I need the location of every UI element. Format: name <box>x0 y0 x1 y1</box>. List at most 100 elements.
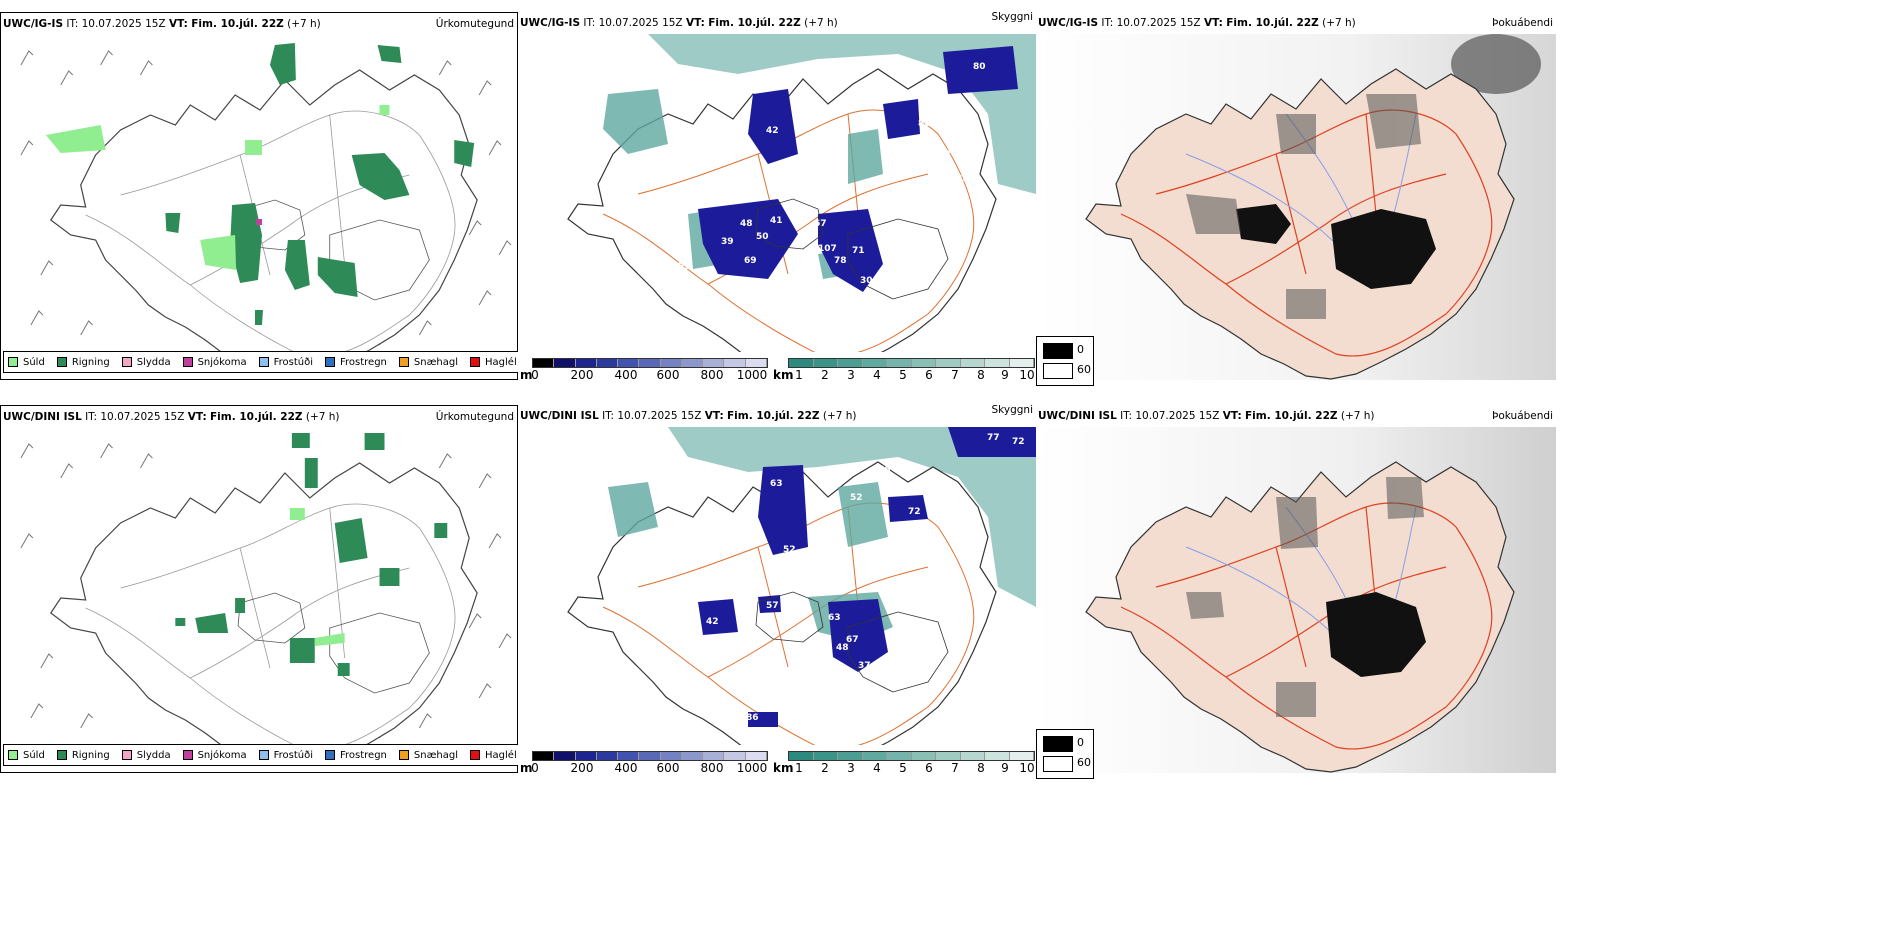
ceiling-label: 77 <box>987 433 1000 443</box>
ceiling-label: 15 <box>940 158 953 168</box>
it-value: 10.07.2025 15Z <box>1116 17 1201 29</box>
ceiling-tick: 200 <box>570 761 594 775</box>
vis-tick: 8 <box>977 368 985 382</box>
ceiling-label: 37 <box>858 661 871 671</box>
vis-tick: 8 <box>977 761 985 775</box>
ceiling-label: 52 <box>783 545 796 555</box>
legend-label: Haglél <box>485 356 517 368</box>
colorbar-segment <box>789 359 814 367</box>
legend-swatch <box>121 357 132 367</box>
vis-tick: 3 <box>847 761 855 775</box>
ceiling-label: 107 <box>818 244 837 254</box>
ceiling-areas <box>698 427 1036 727</box>
vt-value: Fim. 10.júl. 22Z <box>1226 17 1319 29</box>
vt-label: VT: <box>685 17 705 29</box>
vt-value: Fim. 10.júl. 22Z <box>727 410 820 422</box>
ceiling-scale: m 0 200 400 600 800 1000 <box>520 749 768 775</box>
ceiling-label: 16 <box>730 583 743 593</box>
it-label: IT: <box>66 18 79 30</box>
ceiling-label: 72 <box>908 507 921 517</box>
panel-header: UWC/DINI ISL IT: 10.07.2025 15Z VT: Fim.… <box>1 406 517 428</box>
lead-time: (+7 h) <box>287 18 321 30</box>
it-label: IT: <box>583 17 596 29</box>
colorbar-segment <box>660 359 682 367</box>
drizzle-areas <box>289 508 345 646</box>
vis-tick: 4 <box>873 761 881 775</box>
fog-swatch-black <box>1043 736 1073 752</box>
vis-tick: 4 <box>873 368 881 382</box>
panel-title: Þokuábendi <box>1492 410 1553 422</box>
ceiling-tick: 800 <box>700 761 724 775</box>
lead-time: (+7 h) <box>822 410 857 422</box>
ceiling-tick: 1000 <box>736 761 768 775</box>
fog-legend-label: 60 <box>1077 363 1091 376</box>
colorbar-segment <box>618 359 640 367</box>
colorbar-segment <box>554 752 576 760</box>
fog-swatch-black <box>1043 343 1073 359</box>
ceiling-label: 67 <box>814 219 827 229</box>
model-name: UWC/DINI ISL <box>520 410 599 422</box>
ceiling-colorbar <box>532 358 768 368</box>
precip-panel-row2: UWC/DINI ISL IT: 10.07.2025 15Z VT: Fim.… <box>0 405 524 773</box>
legend-label: Frostúði <box>273 749 313 761</box>
legend-item-snaehagl: Snæhagl <box>398 357 458 368</box>
legend-label: Haglél <box>485 749 517 761</box>
ceiling-tick: 1000 <box>736 368 768 382</box>
legend-label: Rigning <box>71 749 110 761</box>
vis-tick: 7 <box>951 368 959 382</box>
colorbar-segment <box>936 752 961 760</box>
colorbar-segment <box>838 359 863 367</box>
legend-item-frostregn: Frostregn <box>325 750 387 761</box>
ceiling-scale: m 0 200 400 600 800 1000 <box>520 356 768 382</box>
precip-legend: Súld Rigning Slydda Snjókoma Frostúði Fr… <box>3 351 524 373</box>
ceiling-label: 82 <box>940 146 953 156</box>
visibility-colorbar <box>788 358 1035 368</box>
colorbar-segment <box>639 752 661 760</box>
legend-item-snjokoma: Snjókoma <box>182 750 247 761</box>
vt-label: VT: <box>187 411 207 423</box>
it-label: IT: <box>1101 17 1114 29</box>
panel-title: Úrkomutegund <box>435 411 514 423</box>
colorbar-segment <box>911 752 936 760</box>
vis-tick: 9 <box>1001 761 1009 775</box>
colorbar-segment <box>936 359 961 367</box>
vis-tick: 1 <box>795 368 803 382</box>
fog-panel-row2: UWC/DINI ISL IT: 10.07.2025 15Z VT: Fim.… <box>1036 405 1556 779</box>
colorbar-segment <box>862 359 887 367</box>
colorbar-segment <box>681 752 704 760</box>
legend-swatch <box>398 750 409 760</box>
ceiling-label: 48 <box>740 219 753 229</box>
vt-value: Fim. 10.júl. 22Z <box>191 18 284 30</box>
ceiling-tick: 0 <box>531 761 539 775</box>
fog-legend-label: 0 <box>1077 343 1084 356</box>
vis-tick: 10 <box>1019 368 1035 382</box>
legend-item-frostregn: Frostregn <box>325 357 387 368</box>
colorbar-segment <box>887 359 912 367</box>
visibility-colorbar <box>788 751 1035 761</box>
lead-time: (+7 h) <box>1340 410 1375 422</box>
vis-tick: 7 <box>951 761 959 775</box>
model-name: UWC/DINI ISL <box>3 411 82 423</box>
colorbar-segment <box>724 359 746 367</box>
ceiling-label: 72 <box>1012 437 1025 447</box>
fog-legend: 0 60 <box>1036 729 1094 779</box>
legend-item-snjokoma: Snjókoma <box>182 357 247 368</box>
legend-item-haglel: Haglél <box>470 750 517 761</box>
colorbar-segment <box>862 752 887 760</box>
it-value: 10.07.2025 15Z <box>81 18 166 30</box>
it-label: IT: <box>602 410 615 422</box>
rain-areas <box>165 43 475 325</box>
legend-item-slydda: Slydda <box>121 750 171 761</box>
colorbar-segment <box>618 752 640 760</box>
ceiling-label: 42 <box>766 126 779 136</box>
precip-legend: Súld Rigning Slydda Snjókoma Frostúði Fr… <box>3 744 524 766</box>
panel-title: Þokuábendi <box>1492 17 1553 29</box>
ceiling-map: 80 42 62 48 41 50 39 69 59 69 67 107 78 … <box>518 34 1036 352</box>
ceiling-label: 63 <box>770 479 783 489</box>
ceiling-label: 41 <box>770 216 783 226</box>
colorbar-segment <box>724 752 746 760</box>
legend-swatch <box>258 750 269 760</box>
colorbar-segment <box>960 359 985 367</box>
panel-header: UWC/DINI ISL IT: 10.07.2025 15Z VT: Fim.… <box>1036 405 1556 427</box>
legend-swatch <box>325 357 335 367</box>
